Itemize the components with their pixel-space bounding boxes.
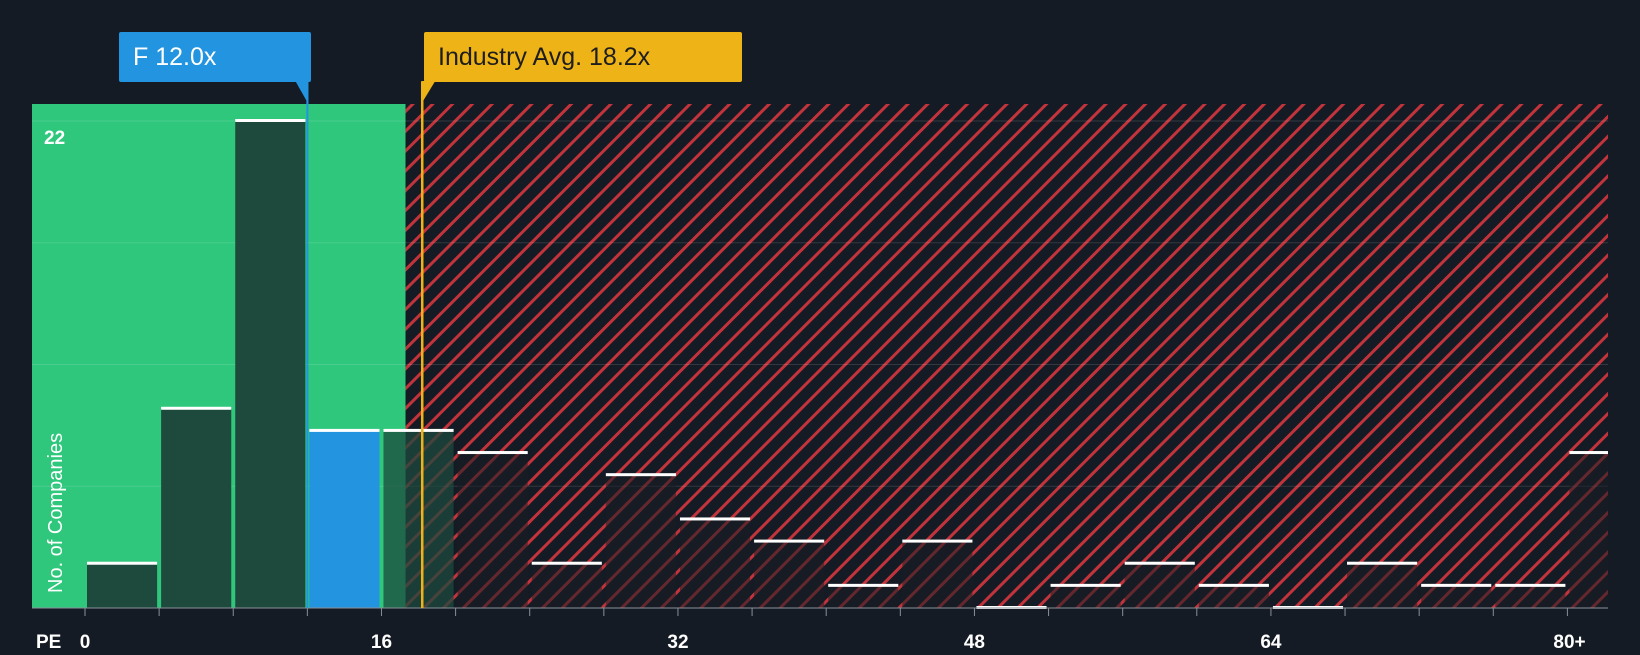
bar-cap: [309, 428, 380, 432]
overvalued-zone: [405, 104, 1609, 608]
bar: [1347, 563, 1418, 608]
bar: [1569, 453, 1608, 608]
bar: [1495, 585, 1566, 608]
bar-cap: [754, 539, 825, 543]
bar-cap: [457, 451, 528, 455]
bar: [679, 519, 751, 608]
industry-callout-pointer: [421, 81, 436, 104]
x-tick-label: 48: [964, 632, 985, 650]
bar: [457, 453, 528, 608]
bar: [1124, 563, 1195, 608]
industry-avg-callout: Industry Avg. 18.2x: [424, 32, 742, 82]
bars: [32, 119, 1608, 609]
bar: [235, 121, 306, 608]
bar-cap: [679, 517, 751, 521]
bar-cap: [87, 561, 158, 565]
bar-cap: [1421, 583, 1492, 587]
y-max-label: 22: [44, 128, 65, 149]
x-axis-label: PE: [36, 632, 61, 650]
bar: [309, 430, 380, 608]
bar-cap: [1050, 583, 1121, 587]
bar-cap: [383, 428, 454, 432]
bar-cap: [828, 583, 899, 587]
bar: [1050, 585, 1121, 608]
x-axis-ticks: 0 16 32 48 64 80+: [80, 608, 1586, 653]
x-tick-label: 16: [371, 632, 392, 650]
bar-cap: [161, 406, 232, 410]
bar-cap: [605, 473, 676, 477]
bar: [605, 475, 676, 608]
y-axis-label: No. of Companies: [45, 433, 67, 593]
bar: [754, 541, 825, 608]
company-pe-callout: F 12.0x: [119, 32, 311, 82]
bar: [1198, 585, 1269, 608]
x-tick-label: 80+: [1553, 632, 1585, 650]
bar: [828, 585, 899, 608]
company-callout-pointer: [295, 81, 309, 104]
bar-cap: [1124, 561, 1195, 565]
x-tick-label: 32: [667, 632, 688, 650]
bar-cap: [1495, 583, 1566, 587]
bar-cap: [531, 561, 602, 565]
bar: [87, 563, 158, 608]
x-tick-label: 0: [80, 632, 91, 650]
bar: [383, 430, 454, 608]
x-tick-label: 64: [1260, 632, 1282, 650]
bar: [531, 563, 602, 608]
bar-cap: [902, 539, 973, 543]
bar: [902, 541, 973, 608]
bar-cap: [1198, 583, 1269, 587]
bar: [1421, 585, 1492, 608]
bar-cap: [235, 119, 306, 122]
bar-cap: [1569, 451, 1608, 455]
bar: [161, 408, 232, 608]
bar-cap: [1347, 561, 1418, 565]
